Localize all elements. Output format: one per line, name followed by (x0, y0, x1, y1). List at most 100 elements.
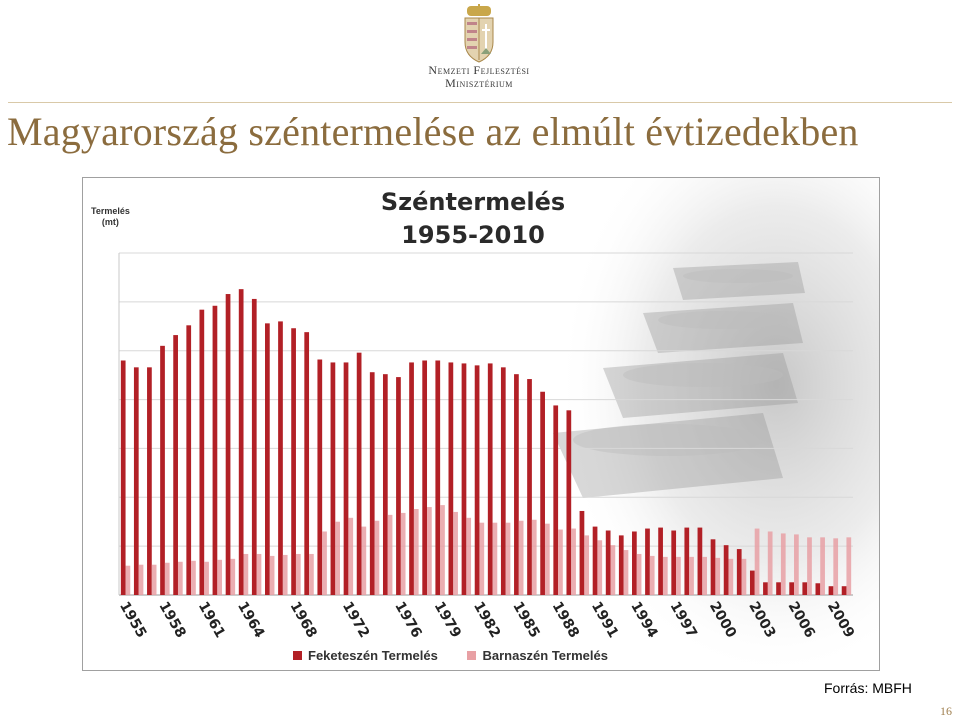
chart-title-line2: 1955-2010 (401, 221, 545, 249)
bar-black-coal-1970 (317, 359, 323, 595)
bar-black-coal-1966 (265, 323, 270, 595)
bar-brown-coal-2010 (846, 537, 852, 595)
bar-black-coal-1998 (684, 527, 690, 595)
bar-brown-coal-1985 (518, 520, 524, 595)
bar-black-coal-1977 (409, 362, 414, 595)
bar-brown-coal-1958 (164, 562, 170, 595)
bar-brown-coal-2007 (807, 537, 812, 595)
bar-brown-coal-1957 (151, 564, 157, 595)
x-tick-label-1976: 1976 (391, 599, 424, 641)
bar-brown-coal-1959 (177, 561, 183, 595)
bar-brown-coal-1970 (322, 531, 327, 595)
x-tick-label-1964: 1964 (234, 599, 267, 641)
slide-title: Magyarország széntermelése az elmúlt évt… (7, 109, 859, 154)
bar-black-coal-1989 (566, 410, 572, 595)
bar-brown-coal-1987 (544, 523, 550, 595)
bar-brown-coal-1990 (584, 535, 590, 595)
bar-brown-coal-1997 (676, 556, 681, 595)
bar-brown-coal-1975 (387, 514, 393, 595)
bar-brown-coal-1973 (361, 526, 367, 595)
bar-black-coal-1962 (212, 305, 218, 595)
x-tick-label-1968: 1968 (286, 599, 319, 641)
bar-black-coal-1993 (618, 535, 624, 595)
logo-text-line2: Minisztérium (445, 76, 513, 90)
bar-black-coal-2006 (789, 582, 795, 595)
x-tick-label-1961: 1961 (195, 599, 228, 641)
bar-black-coal-1974 (369, 372, 375, 595)
bar-brown-coal-1955 (125, 565, 131, 595)
x-tick-label-1982: 1982 (470, 599, 503, 641)
bar-black-coal-2007 (802, 582, 808, 595)
bar-black-coal-1981 (461, 363, 467, 595)
bar-brown-coal-1999 (702, 556, 707, 595)
chart-plot: 1955 1958 1961 1964 1968 1972 1976 1979 1982 1985… (116, 178, 879, 670)
bar-black-coal-1973 (356, 352, 362, 595)
legend-swatch-brown-coal (467, 651, 477, 660)
bar-black-coal-1963 (225, 294, 231, 595)
chart-legend: Feketeszén Termelés Barnaszén Termelés (293, 648, 634, 663)
bar-black-coal-1978 (422, 360, 428, 595)
bar-brown-coal-1962 (217, 559, 223, 595)
bar-black-coal-1964 (238, 289, 244, 595)
bar-brown-coal-1995 (649, 555, 655, 595)
bar-black-coal-2003 (749, 570, 755, 595)
bar-brown-coal-1977 (413, 509, 419, 595)
bar-brown-coal-1978 (427, 507, 432, 595)
bar-brown-coal-1986 (531, 519, 537, 595)
bar-brown-coal-1966 (269, 555, 275, 595)
bar-brown-coal-1980 (453, 511, 458, 595)
bar-brown-coal-1969 (309, 553, 314, 595)
bar-brown-coal-2001 (728, 558, 734, 595)
bar-black-coal-1979 (435, 360, 441, 595)
bar-black-coal-1965 (251, 298, 257, 595)
bar-black-coal-1997 (671, 530, 677, 595)
bars (120, 289, 852, 595)
bar-brown-coal-2005 (780, 533, 786, 595)
bar-brown-coal-1979 (440, 505, 445, 595)
bar-brown-coal-1963 (230, 558, 236, 595)
coat-of-arms-icon (464, 4, 494, 63)
bar-black-coal-1996 (658, 527, 663, 595)
bar-black-coal-1968 (291, 328, 296, 595)
bar-brown-coal-1956 (138, 564, 144, 595)
bar-black-coal-1955 (120, 360, 126, 595)
bar-black-coal-1990 (579, 510, 585, 595)
bar-brown-coal-1972 (348, 517, 354, 595)
bar-brown-coal-1965 (256, 553, 262, 595)
bar-brown-coal-1996 (662, 556, 668, 595)
bar-black-coal-2005 (776, 582, 781, 595)
x-tick-label-1958: 1958 (155, 599, 188, 641)
bar-black-coal-1984 (500, 367, 506, 595)
bar-brown-coal-1982 (479, 522, 485, 595)
y-axis-label-line1: Termelés (91, 206, 130, 216)
bar-brown-coal-2006 (794, 534, 799, 595)
bar-brown-coal-1991 (597, 540, 603, 595)
bar-black-coal-2001 (723, 545, 729, 595)
bar-brown-coal-1992 (610, 545, 616, 595)
bar-black-coal-1995 (645, 528, 650, 595)
bar-black-coal-1991 (592, 526, 598, 595)
bar-brown-coal-1998 (689, 556, 694, 595)
bar-black-coal-1961 (199, 309, 205, 595)
bar-brown-coal-2009 (833, 538, 839, 595)
bar-black-coal-2002 (736, 549, 742, 595)
legend-swatch-black-coal (293, 651, 302, 660)
bar-brown-coal-2004 (767, 531, 773, 595)
bar-black-coal-1975 (382, 374, 388, 595)
bar-black-coal-2004 (763, 582, 768, 595)
bar-brown-coal-1976 (400, 512, 406, 595)
bar-brown-coal-2008 (820, 537, 825, 595)
bar-brown-coal-1984 (505, 522, 511, 595)
bar-brown-coal-1960 (191, 560, 196, 595)
bar-black-coal-1957 (147, 367, 152, 595)
bar-brown-coal-1961 (204, 561, 209, 595)
bar-black-coal-1969 (304, 332, 310, 595)
bar-black-coal-1976 (396, 377, 401, 595)
bar-black-coal-1992 (605, 530, 611, 595)
ministry-logo: Nemzeti Fejlesztési Minisztérium (404, 4, 554, 96)
bar-black-coal-1967 (278, 321, 283, 595)
bar-brown-coal-1989 (571, 528, 576, 595)
bar-black-coal-1960 (186, 325, 192, 595)
legend-label-brown-coal: Barnaszén Termelés (482, 648, 608, 663)
x-tick-label-1972: 1972 (339, 599, 372, 641)
